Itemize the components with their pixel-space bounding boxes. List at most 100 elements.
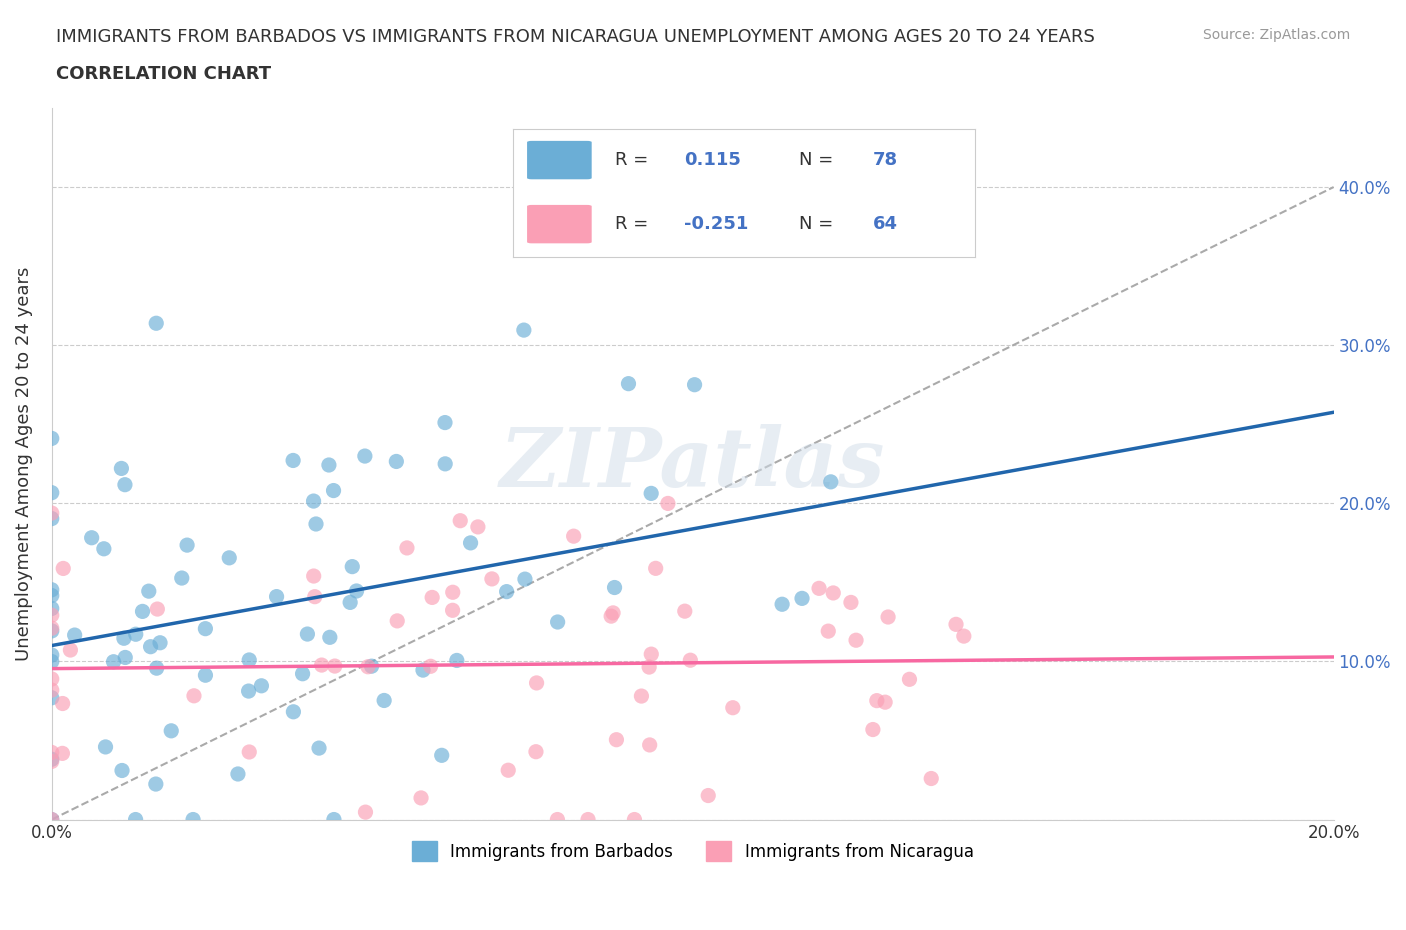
Immigrants from Nicaragua — [41, 607, 63, 622]
Immigrants from Barbados — [360, 658, 382, 673]
Immigrants from Barbados — [114, 650, 136, 665]
Immigrants from Barbados — [495, 584, 517, 599]
Immigrants from Barbados — [160, 724, 183, 738]
Immigrants from Barbados — [194, 668, 217, 683]
Immigrants from Barbados — [41, 647, 63, 662]
Immigrants from Barbados — [346, 583, 368, 598]
Immigrants from Nicaragua — [323, 658, 346, 673]
Immigrants from Barbados — [124, 812, 146, 827]
Immigrants from Nicaragua — [146, 602, 169, 617]
Immigrants from Barbados — [170, 571, 193, 586]
Immigrants from Nicaragua — [304, 590, 326, 604]
Immigrants from Barbados — [617, 377, 640, 392]
Immigrants from Barbados — [373, 693, 395, 708]
Immigrants from Nicaragua — [630, 688, 652, 703]
Immigrants from Barbados — [291, 666, 314, 681]
Immigrants from Nicaragua — [409, 790, 432, 805]
Immigrants from Nicaragua — [41, 620, 63, 635]
Immigrants from Barbados — [41, 812, 63, 827]
Immigrants from Barbados — [218, 551, 240, 565]
Immigrants from Nicaragua — [419, 658, 441, 673]
Immigrants from Nicaragua — [41, 683, 63, 698]
Immigrants from Nicaragua — [420, 590, 443, 604]
Immigrants from Barbados — [683, 378, 706, 392]
Immigrants from Nicaragua — [600, 609, 623, 624]
Text: ZIPatlas: ZIPatlas — [501, 424, 886, 504]
Immigrants from Barbados — [80, 530, 103, 545]
Text: Source: ZipAtlas.com: Source: ZipAtlas.com — [1202, 28, 1350, 42]
Immigrants from Nicaragua — [311, 658, 333, 672]
Immigrants from Nicaragua — [697, 788, 720, 803]
Immigrants from Barbados — [603, 580, 626, 595]
Immigrants from Nicaragua — [605, 732, 627, 747]
Immigrants from Barbados — [110, 461, 132, 476]
Immigrants from Nicaragua — [52, 561, 75, 576]
Immigrants from Barbados — [385, 454, 408, 469]
Immigrants from Barbados — [112, 631, 135, 645]
Immigrants from Barbados — [790, 591, 813, 605]
Immigrants from Nicaragua — [183, 688, 205, 703]
Immigrants from Nicaragua — [357, 659, 380, 674]
Immigrants from Nicaragua — [354, 804, 377, 819]
Immigrants from Barbados — [131, 604, 153, 618]
Immigrants from Barbados — [266, 589, 288, 604]
Immigrants from Barbados — [176, 538, 198, 552]
Immigrants from Barbados — [111, 763, 134, 777]
Immigrants from Barbados — [770, 597, 793, 612]
Immigrants from Nicaragua — [441, 603, 464, 618]
Immigrants from Barbados — [149, 635, 172, 650]
Immigrants from Nicaragua — [638, 737, 661, 752]
Immigrants from Nicaragua — [839, 595, 862, 610]
Immigrants from Barbados — [145, 660, 167, 675]
Immigrants from Nicaragua — [640, 646, 662, 661]
Immigrants from Nicaragua — [481, 571, 503, 586]
Immigrants from Nicaragua — [845, 632, 868, 647]
Immigrants from Barbados — [226, 766, 249, 781]
Immigrants from Barbados — [513, 323, 536, 338]
Text: CORRELATION CHART: CORRELATION CHART — [56, 65, 271, 83]
Legend: Immigrants from Barbados, Immigrants from Nicaragua: Immigrants from Barbados, Immigrants fro… — [405, 834, 980, 868]
Immigrants from Barbados — [103, 655, 125, 670]
Immigrants from Barbados — [460, 536, 482, 551]
Immigrants from Nicaragua — [441, 585, 464, 600]
Immigrants from Barbados — [250, 678, 273, 693]
Immigrants from Nicaragua — [817, 624, 839, 639]
Immigrants from Nicaragua — [862, 722, 884, 737]
Immigrants from Barbados — [302, 494, 325, 509]
Immigrants from Barbados — [434, 457, 457, 472]
Immigrants from Barbados — [305, 516, 328, 531]
Immigrants from Nicaragua — [638, 659, 661, 674]
Immigrants from Barbados — [238, 684, 260, 698]
Immigrants from Nicaragua — [449, 513, 471, 528]
Immigrants from Barbados — [139, 639, 162, 654]
Immigrants from Nicaragua — [52, 696, 75, 711]
Immigrants from Barbados — [297, 627, 319, 642]
Immigrants from Nicaragua — [41, 745, 63, 760]
Immigrants from Nicaragua — [823, 586, 845, 601]
Immigrants from Barbados — [181, 812, 204, 827]
Immigrants from Nicaragua — [546, 812, 568, 827]
Immigrants from Nicaragua — [576, 812, 599, 827]
Immigrants from Nicaragua — [875, 695, 897, 710]
Immigrants from Nicaragua — [238, 745, 260, 760]
Immigrants from Nicaragua — [623, 812, 645, 827]
Immigrants from Nicaragua — [387, 614, 409, 629]
Immigrants from Barbados — [342, 559, 364, 574]
Immigrants from Nicaragua — [679, 653, 702, 668]
Immigrants from Barbados — [319, 630, 342, 644]
Immigrants from Barbados — [308, 740, 330, 755]
Immigrants from Barbados — [194, 621, 217, 636]
Immigrants from Nicaragua — [59, 643, 82, 658]
Immigrants from Barbados — [41, 582, 63, 597]
Immigrants from Nicaragua — [41, 812, 63, 827]
Immigrants from Nicaragua — [467, 520, 489, 535]
Immigrants from Nicaragua — [602, 605, 624, 620]
Immigrants from Nicaragua — [808, 581, 831, 596]
Immigrants from Barbados — [412, 663, 434, 678]
Immigrants from Barbados — [94, 739, 117, 754]
Immigrants from Barbados — [41, 751, 63, 766]
Immigrants from Nicaragua — [562, 529, 585, 544]
Immigrants from Nicaragua — [41, 754, 63, 769]
Immigrants from Nicaragua — [657, 496, 679, 511]
Immigrants from Barbados — [125, 627, 148, 642]
